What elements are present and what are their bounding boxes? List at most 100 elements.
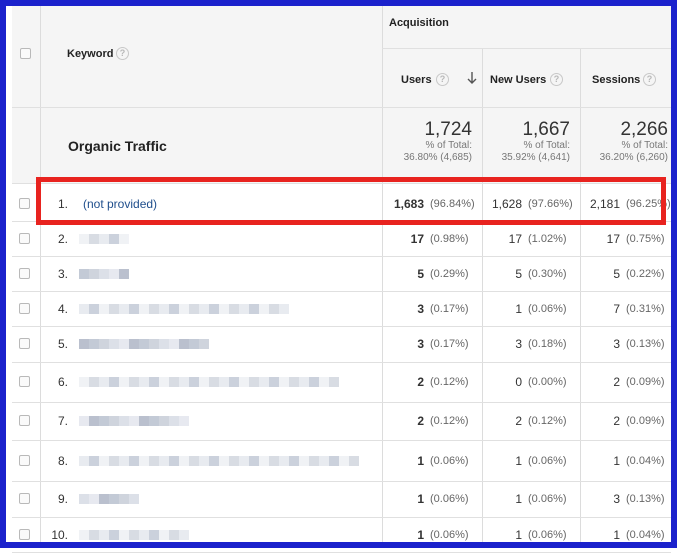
redacted-keyword[interactable] bbox=[79, 233, 129, 244]
keyword-link[interactable]: (not provided) bbox=[83, 196, 158, 211]
redacted-block bbox=[229, 377, 239, 387]
new-users-percent: (97.66%) bbox=[528, 197, 573, 210]
row-checkbox[interactable] bbox=[19, 454, 30, 466]
redacted-block bbox=[179, 303, 189, 314]
new-users-value: 1,628 bbox=[491, 196, 522, 211]
new-users-percent: (0.12%) bbox=[528, 415, 567, 427]
redacted-block bbox=[189, 377, 199, 387]
users-percent: (0.29%) bbox=[430, 267, 469, 280]
users-column-header[interactable]: Users bbox=[401, 74, 432, 86]
redacted-block bbox=[149, 416, 159, 426]
redacted-block bbox=[159, 416, 169, 426]
row-separator bbox=[12, 326, 671, 327]
summary-new-users-value: 1,667 bbox=[522, 119, 570, 140]
sort-descending-icon[interactable] bbox=[466, 71, 478, 85]
row-separator bbox=[12, 362, 671, 363]
row-checkbox[interactable] bbox=[19, 302, 30, 314]
sessions-value: 3 bbox=[613, 337, 620, 351]
redacted-block bbox=[179, 416, 189, 426]
redacted-keyword[interactable] bbox=[79, 339, 209, 349]
redacted-block bbox=[229, 455, 239, 466]
new-users-percent: (0.06%) bbox=[528, 302, 567, 315]
users-percent: (0.06%) bbox=[430, 528, 469, 541]
row-checkbox[interactable] bbox=[19, 197, 30, 209]
sessions-value: 1 bbox=[613, 527, 620, 542]
redacted-block bbox=[119, 339, 129, 349]
redacted-block bbox=[99, 494, 109, 504]
redacted-block bbox=[89, 377, 99, 387]
redacted-block bbox=[89, 233, 99, 244]
new-users-help-icon[interactable]: ? bbox=[550, 73, 563, 86]
new-users-column-header[interactable]: New Users bbox=[490, 74, 547, 86]
redacted-block bbox=[169, 416, 179, 426]
row-checkbox[interactable] bbox=[19, 376, 30, 387]
redacted-block bbox=[109, 303, 119, 314]
summary-new-users-pct-label: % of Total: bbox=[523, 140, 570, 151]
redacted-block bbox=[179, 529, 189, 540]
new-users-value: 1 bbox=[515, 492, 522, 506]
redacted-block bbox=[219, 455, 229, 466]
redacted-block bbox=[89, 455, 99, 466]
row-checkbox[interactable] bbox=[19, 232, 30, 244]
sessions-column-header[interactable]: Sessions bbox=[592, 74, 641, 86]
select-all-checkbox[interactable] bbox=[20, 48, 31, 59]
redacted-block bbox=[129, 303, 139, 314]
redacted-block bbox=[129, 416, 139, 426]
summary-users-pct-value: 36.80% (4,685) bbox=[403, 152, 472, 163]
row-checkbox[interactable] bbox=[19, 528, 30, 540]
redacted-block bbox=[109, 455, 119, 466]
row-checkbox[interactable] bbox=[19, 338, 30, 349]
redacted-block bbox=[109, 268, 119, 279]
keyword-help-icon[interactable]: ? bbox=[116, 47, 129, 60]
users-percent: (0.06%) bbox=[430, 493, 469, 505]
redacted-block bbox=[239, 303, 249, 314]
sessions-percent: (0.13%) bbox=[626, 493, 665, 505]
sessions-value: 7 bbox=[613, 301, 620, 316]
new-users-value: 1 bbox=[515, 453, 522, 468]
redacted-keyword[interactable] bbox=[79, 303, 289, 314]
redacted-block bbox=[119, 268, 129, 279]
redacted-keyword[interactable] bbox=[79, 455, 359, 466]
redacted-block bbox=[269, 455, 279, 466]
redacted-block bbox=[99, 233, 109, 244]
users-percent: (0.12%) bbox=[430, 376, 469, 388]
users-help-icon[interactable]: ? bbox=[436, 73, 449, 86]
new-users-percent: (0.06%) bbox=[528, 528, 567, 541]
summary-users-value: 1,724 bbox=[424, 119, 472, 140]
users-value: 1 bbox=[417, 527, 424, 542]
redacted-block bbox=[269, 377, 279, 387]
redacted-keyword[interactable] bbox=[79, 494, 139, 504]
redacted-block bbox=[119, 377, 129, 387]
summary-users-pct-label: % of Total: bbox=[425, 140, 472, 151]
redacted-block bbox=[269, 303, 279, 314]
row-number: 7. bbox=[57, 414, 68, 428]
redacted-block bbox=[279, 303, 289, 314]
redacted-keyword[interactable] bbox=[79, 377, 339, 387]
redacted-block bbox=[289, 455, 299, 466]
users-percent: (0.98%) bbox=[430, 232, 469, 245]
row-checkbox[interactable] bbox=[19, 415, 30, 426]
row-separator bbox=[12, 440, 671, 441]
redacted-block bbox=[119, 303, 129, 314]
users-percent: (0.06%) bbox=[430, 454, 469, 467]
row-checkbox[interactable] bbox=[19, 267, 30, 279]
keyword-header[interactable]: Keyword bbox=[67, 48, 114, 60]
redacted-block bbox=[229, 303, 239, 314]
redacted-block bbox=[189, 339, 199, 349]
redacted-block bbox=[259, 377, 269, 387]
redacted-block bbox=[109, 529, 119, 540]
redacted-keyword[interactable] bbox=[79, 529, 189, 540]
redacted-block bbox=[139, 303, 149, 314]
redacted-block bbox=[299, 455, 309, 466]
sessions-help-icon[interactable]: ? bbox=[643, 73, 656, 86]
row-number: 9. bbox=[57, 492, 68, 506]
redacted-keyword[interactable] bbox=[79, 416, 189, 426]
redacted-keyword[interactable] bbox=[79, 268, 129, 279]
redacted-block bbox=[199, 455, 209, 466]
redacted-block bbox=[139, 416, 149, 426]
redacted-block bbox=[339, 455, 349, 466]
sessions-value: 2 bbox=[613, 414, 620, 428]
row-checkbox[interactable] bbox=[19, 493, 30, 504]
users-percent: (0.12%) bbox=[430, 415, 469, 427]
redacted-block bbox=[79, 529, 89, 540]
